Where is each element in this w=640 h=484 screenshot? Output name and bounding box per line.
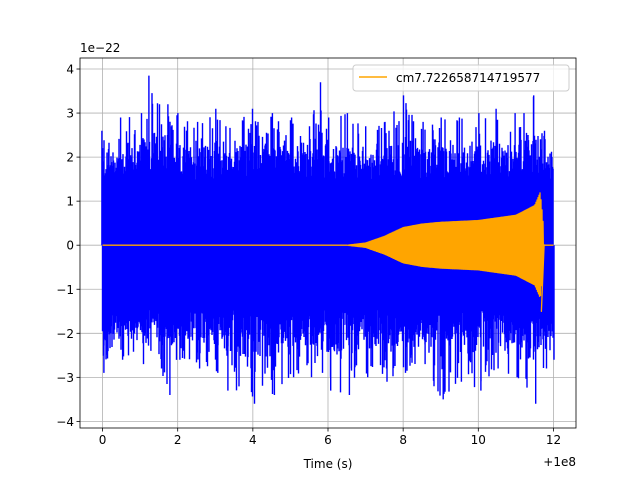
y-tick-label-3: −1 (56, 283, 74, 297)
x-tick-label-0: 0 (99, 433, 107, 447)
legend-label-template: cm7.722658714719577 (396, 71, 540, 85)
y-tick-label-7: 3 (66, 107, 74, 121)
x-axis-label: Time (s) (303, 457, 353, 471)
x-offset-label: +1e8 (543, 455, 576, 469)
y-tick-label-0: −4 (56, 415, 74, 429)
x-tick-label-3: 6 (324, 433, 332, 447)
x-tick-label-4: 8 (399, 433, 407, 447)
y-scale-label: 1e−22 (80, 41, 120, 55)
series-line-chirp (102, 192, 554, 312)
y-tick-label-2: −2 (56, 327, 74, 341)
y-tick-label-1: −3 (56, 371, 74, 385)
legend: cm7.722658714719577 (352, 64, 570, 92)
x-tick-label-1: 2 (174, 433, 182, 447)
x-tick-label-2: 4 (249, 433, 257, 447)
y-tick-label-6: 2 (66, 151, 74, 165)
x-tick-label-6: 12 (546, 433, 561, 447)
x-tick-label-5: 10 (471, 433, 486, 447)
y-tick-label-8: 4 (66, 63, 74, 77)
data-layer (101, 75, 555, 404)
y-tick-label-4: 0 (66, 239, 74, 253)
legend-box (352, 64, 570, 92)
y-tick-label-5: 1 (66, 195, 74, 209)
